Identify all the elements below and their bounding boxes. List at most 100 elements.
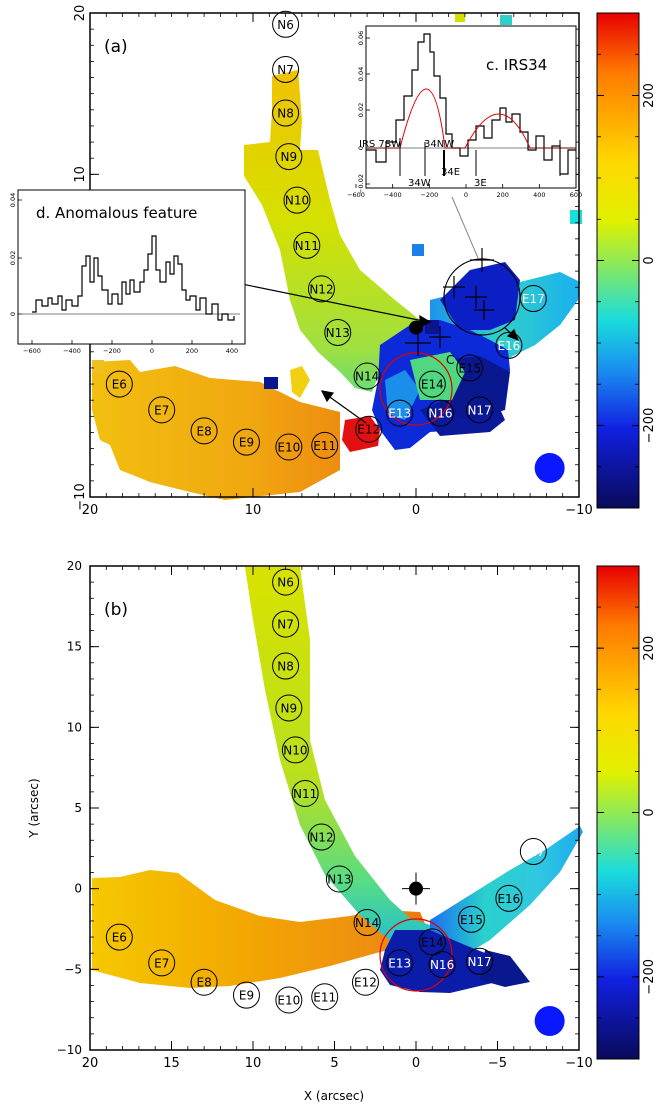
clump-circle <box>232 428 260 456</box>
clump-marker: E6 <box>105 370 133 398</box>
clump-label: E13 <box>388 407 411 421</box>
x-tick-label: 5 <box>330 1056 338 1071</box>
clump-marker: E17 <box>519 285 547 313</box>
clump-label: N7 <box>277 63 294 77</box>
inset-x-tick-label: 0 <box>150 347 154 355</box>
clump-circle <box>272 652 300 680</box>
clump-label: E15 <box>460 913 483 927</box>
clump-label: E14 <box>421 378 444 392</box>
clump-label: N10 <box>285 194 309 208</box>
clump-label: N6 <box>277 18 294 32</box>
clump-circle <box>457 905 485 933</box>
panel-b-center-cross <box>402 872 430 905</box>
inset-c-annotation: 34E <box>441 167 460 178</box>
clump-marker: N11 <box>291 779 319 807</box>
clump-marker: N9 <box>275 143 303 171</box>
panel-b-label: (b) <box>104 600 128 620</box>
panel-b-xlabel: X (arcsec) <box>304 1089 364 1103</box>
clump-marker: E8 <box>190 968 218 996</box>
panel-a-colorbar-ticks: 200 0 −200 <box>597 12 657 509</box>
clump-marker: N14 <box>353 909 381 937</box>
colorbar-tick-label: 200 <box>642 83 657 108</box>
panel-a-inset-connector <box>451 196 479 259</box>
inset-y-tick-label: 0.02 <box>357 103 365 117</box>
panel-a-arrows <box>231 281 520 424</box>
clump-circle <box>386 949 414 977</box>
clump-label: N13 <box>327 872 351 886</box>
clump-circle <box>148 396 176 424</box>
clump-circle <box>105 370 133 398</box>
panel-b-model-map <box>92 567 583 993</box>
clump-label: E10 <box>277 440 300 454</box>
panel-b: N6 N7 N8 N9 N10 N11 N12 N13 N14 E6 E7 E8 E9 E10 E11 E12… <box>27 559 657 1103</box>
clump-circle <box>190 417 218 445</box>
clump-label: E11 <box>313 990 336 1004</box>
clump-marker: N6 <box>272 10 300 38</box>
clump-marker: E13 <box>386 399 414 427</box>
clump-circle <box>232 981 260 1009</box>
clump-label: E15 <box>458 361 481 375</box>
clump-marker: E16 <box>495 331 523 359</box>
clump-circle <box>456 354 484 382</box>
clump-marker: N17 <box>466 396 494 424</box>
clump-label: N10 <box>283 743 307 757</box>
clump-label: E12 <box>357 423 380 437</box>
clump-label: E11 <box>313 439 336 453</box>
clump-circle <box>307 823 335 851</box>
clump-label: N12 <box>309 831 333 845</box>
clump-label: E14 <box>421 935 444 949</box>
inset-y-tick-label: 0 <box>9 312 17 316</box>
x-tick-label: −10 <box>565 1056 592 1071</box>
clump-label: E7 <box>154 403 169 417</box>
clump-marker: E15 <box>456 354 484 382</box>
clump-marker: N11 <box>293 231 321 259</box>
panel-b-beam <box>534 1005 565 1036</box>
clump-marker: E11 <box>311 983 339 1011</box>
clump-circle <box>272 610 300 638</box>
panel-b-ylabel: Y (arcsec) <box>27 778 41 838</box>
clump-label: N17 <box>467 955 491 969</box>
x-tick-label: 15 <box>163 1056 180 1071</box>
clump-marker: N8 <box>272 99 300 127</box>
clump-circle <box>495 884 523 912</box>
clump-circle <box>275 986 303 1014</box>
x-tick-label: 20 <box>82 1056 99 1071</box>
clump-marker: E12 <box>351 968 379 996</box>
inset-x-tick-label: −600 <box>23 347 41 355</box>
panel-a-beam <box>534 452 565 483</box>
y-tick-label: −10 <box>57 1043 82 1057</box>
colorbar-tick-label: 0 <box>642 256 657 264</box>
inset-c-irs34: c. IRS34 IRS 7SW 34NW 34E 34W 3E −600 −40… <box>347 25 582 199</box>
clump-label: N9 <box>281 701 298 715</box>
x-tick-label: 10 <box>245 1056 262 1071</box>
panel-a-center-marker <box>409 320 423 335</box>
clump-label: E10 <box>277 993 300 1007</box>
clump-label: E16 <box>497 339 520 353</box>
inset-c-annotation: 3E <box>474 178 487 189</box>
y-tick-label: 15 <box>67 640 82 654</box>
y-tick-label: −10 <box>73 483 88 510</box>
inset-y-tick-label: 0.06 <box>357 31 365 45</box>
clump-label: E9 <box>239 989 254 1003</box>
clump-label: E9 <box>239 436 254 450</box>
clump-label: N16 <box>430 958 454 972</box>
inset-x-tick-label: −200 <box>420 191 438 199</box>
clump-circle <box>272 10 300 38</box>
clump-label: N11 <box>295 239 319 253</box>
y-tick-label: 10 <box>73 166 88 183</box>
clump-circle <box>324 318 352 346</box>
clump-marker: E7 <box>148 949 176 977</box>
clump-label: E17 <box>522 292 545 306</box>
clump-marker: N10 <box>283 186 311 214</box>
x-tick-label: −5 <box>488 1056 507 1071</box>
y-tick-label: 0 <box>74 882 82 896</box>
inset-y-tick-label: −0.02 <box>357 174 365 194</box>
clump-circle <box>353 362 381 390</box>
inset-x-tick-label: 0 <box>464 191 468 199</box>
clump-circle <box>418 928 446 956</box>
clump-circle <box>272 55 300 83</box>
clump-marker: N17 <box>466 947 494 975</box>
y-tick-label: 10 <box>67 720 82 734</box>
clump-label: N9 <box>281 150 298 164</box>
